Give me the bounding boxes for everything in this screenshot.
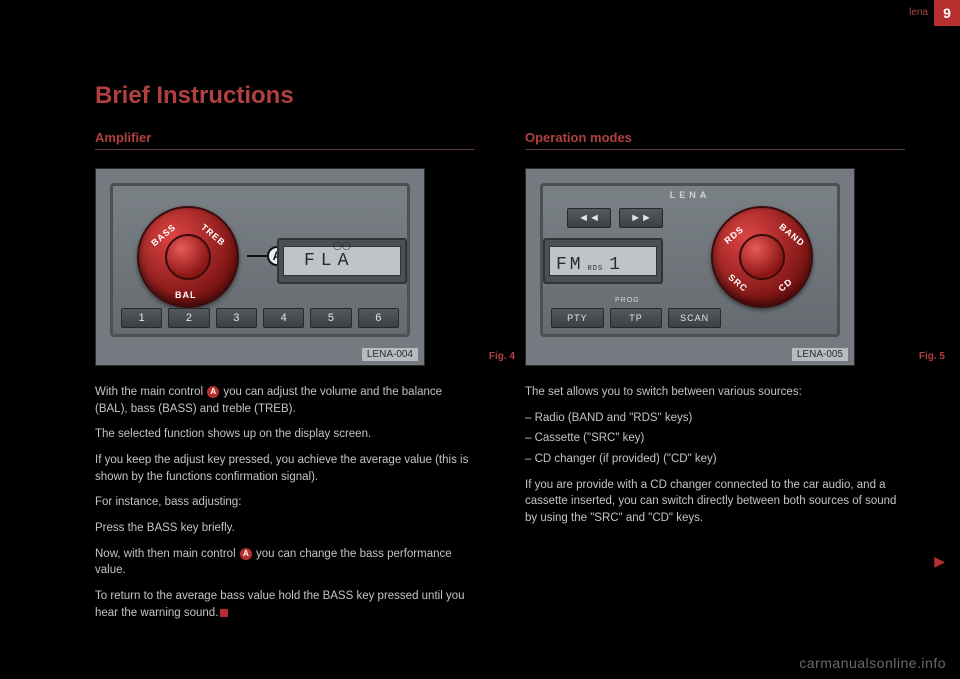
display-right: FM RDS 1 — [543, 238, 663, 284]
figure-4: BASS TREB BAL A ◯◯ FLA — [95, 168, 425, 366]
left-heading: Amplifier — [95, 130, 475, 150]
display-left: ◯◯ FLA — [277, 238, 407, 284]
device-panel-right: LENA ◄◄ ►► LEARN FM RDS 1 — [540, 183, 840, 337]
preset-row: 1 2 3 4 5 6 — [121, 308, 399, 328]
page: lena 9 Brief Instructions Amplifier BASS… — [0, 0, 960, 679]
prog-label: PROG — [615, 297, 640, 304]
preset-3: 3 — [216, 308, 257, 328]
preset-4: 4 — [263, 308, 304, 328]
fn-pty: PTY — [551, 308, 604, 328]
page-number: 9 — [934, 0, 960, 26]
right-heading: Operation modes — [525, 130, 905, 150]
left-column: Amplifier BASS TREB BAL A — [95, 130, 475, 630]
preset-5: 5 — [310, 308, 351, 328]
display-text-right: FM RDS 1 — [549, 246, 657, 276]
right-li3: CD changer (if provided) ("CD" key) — [525, 451, 905, 468]
figure-5-model: LENA-005 — [792, 348, 848, 361]
figure-5-wrap: LENA ◄◄ ►► LEARN FM RDS 1 — [525, 168, 905, 366]
watermark: carmanualsonline.info — [799, 655, 946, 671]
end-square-icon — [220, 609, 228, 617]
stereo-icon: ◯◯ — [333, 241, 351, 250]
right-list: Radio (BAND and "RDS" keys) Cassette ("S… — [525, 410, 905, 468]
header-strip: lena 9 — [909, 0, 960, 26]
knob-label-src: SRC — [726, 272, 749, 294]
nav-prev: ◄◄ — [567, 208, 611, 228]
page-title: Brief Instructions — [95, 82, 294, 110]
display-text-left: FLA — [283, 246, 401, 276]
fn-tp: TP — [610, 308, 663, 328]
figure-4-model: LENA-004 — [362, 348, 418, 361]
right-column: Operation modes LENA ◄◄ ►► LEARN FM — [525, 130, 905, 630]
left-p6: Now, with then main control A you can ch… — [95, 546, 475, 579]
display-fm: FM — [556, 255, 584, 275]
left-p1: With the main control A you can adjust t… — [95, 384, 475, 417]
knob-right: RDS BAND SRC CD — [711, 206, 813, 308]
preset-1: 1 — [121, 308, 162, 328]
right-li2: Cassette ("SRC" key) — [525, 430, 905, 447]
knob-label-cd: CD — [777, 276, 795, 293]
knob-label-rds: RDS — [722, 224, 745, 246]
device-panel-left: BASS TREB BAL A ◯◯ FLA — [110, 183, 410, 337]
inline-ref-a-icon-2: A — [240, 548, 252, 560]
knob-inner-right — [739, 234, 785, 280]
knob-inner-left — [165, 234, 211, 280]
knob-left: BASS TREB BAL — [137, 206, 239, 308]
left-p6-a: Now, with then main control — [95, 548, 239, 560]
preset-2: 2 — [168, 308, 209, 328]
knob-label-bal: BAL — [175, 290, 197, 300]
left-p3: If you keep the adjust key pressed, you … — [95, 452, 475, 485]
nav-next: ►► — [619, 208, 663, 228]
left-p2: The selected function shows up on the di… — [95, 426, 475, 443]
figure-5: LENA ◄◄ ►► LEARN FM RDS 1 — [525, 168, 855, 366]
figure-4-caption: Fig. 4 — [489, 351, 515, 362]
brand-label: LENA — [670, 190, 711, 200]
left-p5: Press the BASS key briefly. — [95, 520, 475, 537]
fn-row: PTY TP SCAN — [551, 308, 721, 328]
display-rds: RDS — [588, 265, 604, 273]
left-p7-text: To return to the average bass value hold… — [95, 590, 465, 619]
figure-4-wrap: BASS TREB BAL A ◯◯ FLA — [95, 168, 475, 366]
callout-line — [247, 255, 267, 257]
fn-scan: SCAN — [668, 308, 721, 328]
right-p2: If you are provide with a CD changer con… — [525, 477, 905, 527]
header-section-label: lena — [909, 0, 934, 26]
nav-buttons: ◄◄ ►► — [567, 208, 663, 228]
right-li1: Radio (BAND and "RDS" keys) — [525, 410, 905, 427]
figure-5-caption: Fig. 5 — [919, 351, 945, 362]
left-p7: To return to the average bass value hold… — [95, 588, 475, 621]
inline-ref-a-icon: A — [207, 386, 219, 398]
right-p1: The set allows you to switch between var… — [525, 384, 905, 401]
left-p4: For instance, bass adjusting: — [95, 494, 475, 511]
continue-arrow-icon: ▶ — [934, 553, 945, 570]
left-p1-a: With the main control — [95, 386, 206, 398]
display-one: 1 — [609, 255, 620, 275]
columns: Amplifier BASS TREB BAL A — [95, 130, 905, 630]
preset-6: 6 — [358, 308, 399, 328]
